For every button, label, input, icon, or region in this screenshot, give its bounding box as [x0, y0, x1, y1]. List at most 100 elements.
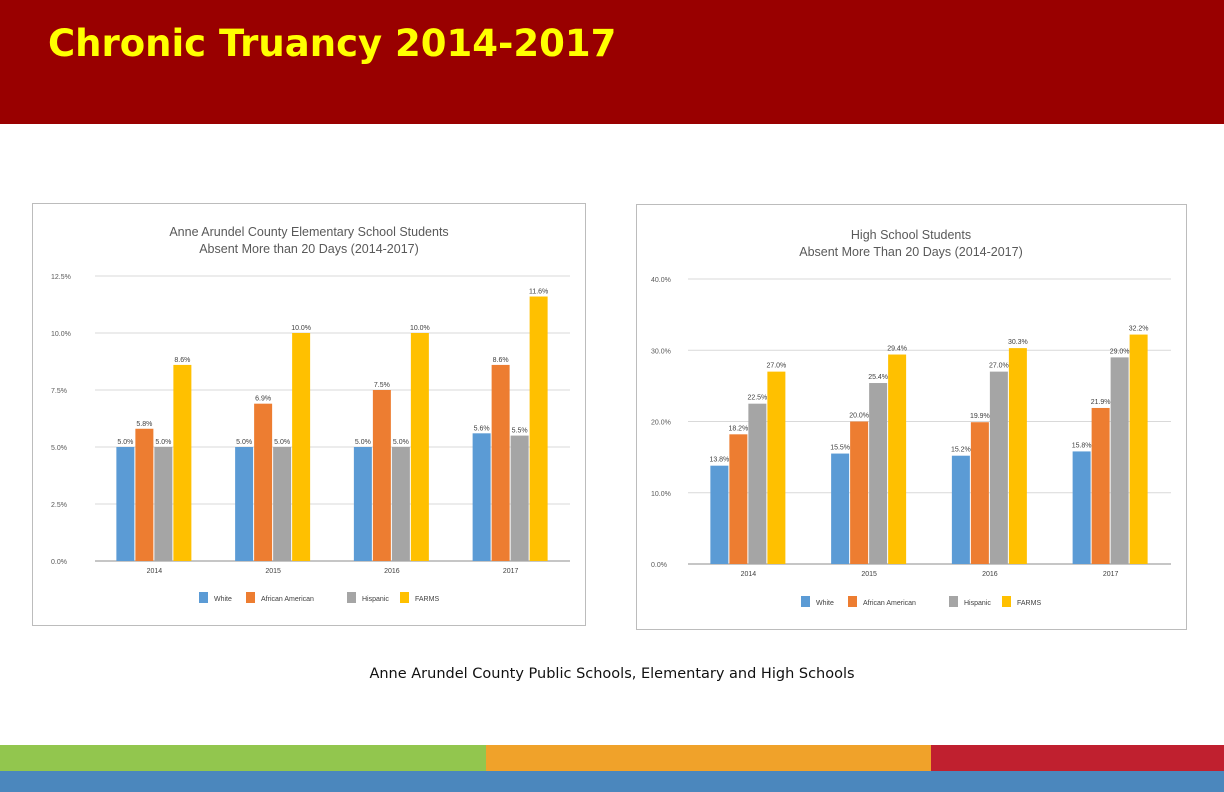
high-school-data-label: 25.4% — [868, 374, 888, 381]
high-school-data-label: 15.2% — [951, 447, 971, 454]
elementary-data-label: 11.6% — [529, 289, 548, 296]
elementary-bar — [235, 447, 254, 561]
elementary-chart: Anne Arundel County Elementary School St… — [32, 203, 586, 626]
footer-stripe-orange — [486, 745, 931, 771]
elementary-bar — [391, 447, 410, 561]
elementary-bar — [154, 447, 173, 561]
elementary-bar — [491, 364, 510, 561]
elementary-data-label: 5.0% — [117, 439, 133, 446]
elementary-data-label: 5.0% — [236, 439, 252, 446]
header-band — [0, 0, 1224, 124]
elementary-data-label: 5.8% — [136, 421, 152, 428]
high-school-data-label: 20.0% — [849, 413, 869, 420]
high-school-legend-label: White — [816, 600, 834, 607]
elementary-data-label: 5.0% — [393, 439, 409, 446]
elementary-bar — [510, 435, 529, 561]
elementary-x-tick-label: 2014 — [147, 568, 163, 575]
high-school-data-label: 18.2% — [728, 425, 748, 432]
elementary-y-tick-label: 0.0% — [51, 559, 67, 566]
high-school-data-label: 30.3% — [1008, 339, 1028, 346]
elementary-data-label: 7.5% — [374, 382, 390, 389]
elementary-bar — [173, 364, 192, 561]
elementary-legend-label: White — [214, 596, 232, 603]
elementary-y-tick-label: 5.0% — [51, 445, 67, 452]
elementary-bar — [292, 333, 311, 561]
elementary-y-tick-label: 10.0% — [51, 331, 71, 338]
high-school-data-label: 22.5% — [747, 395, 767, 402]
high-school-y-tick-label: 40.0% — [651, 277, 671, 284]
elementary-bar — [273, 447, 292, 561]
elementary-data-label: 8.6% — [493, 357, 509, 364]
high-school-legend-label: Hispanic — [964, 600, 991, 607]
high-school-bar — [850, 421, 869, 564]
high-school-x-tick-label: 2015 — [861, 571, 877, 578]
high-school-chart-svg: High School Students Absent More Than 20 … — [651, 228, 1171, 607]
elementary-data-label: 5.0% — [355, 439, 371, 446]
high-school-data-label: 21.9% — [1091, 399, 1111, 406]
high-school-chart-title-line: High School Students — [851, 228, 971, 242]
high-school-bar — [831, 453, 850, 564]
high-school-legend-swatch — [848, 596, 857, 607]
elementary-legend-swatch — [347, 592, 356, 603]
high-school-chart: High School Students Absent More Than 20 … — [636, 204, 1187, 630]
elementary-legend-label: FARMS — [415, 596, 439, 603]
high-school-data-label: 29.4% — [887, 346, 907, 353]
footer-stripe-red — [931, 745, 1224, 771]
elementary-data-label: 5.0% — [274, 439, 290, 446]
elementary-x-tick-label: 2017 — [503, 568, 519, 575]
high-school-y-tick-label: 20.0% — [651, 420, 671, 427]
elementary-x-tick-label: 2015 — [265, 568, 281, 575]
high-school-data-label: 15.8% — [1072, 442, 1092, 449]
high-school-x-tick-label: 2016 — [982, 571, 998, 578]
high-school-data-label: 19.9% — [970, 413, 990, 420]
high-school-bar — [710, 465, 729, 564]
elementary-bar — [372, 390, 391, 561]
high-school-bar — [951, 455, 970, 564]
elementary-bar — [472, 433, 491, 561]
high-school-bar — [1091, 407, 1110, 564]
elementary-legend-swatch — [199, 592, 208, 603]
high-school-bar — [970, 422, 989, 564]
high-school-y-tick-label: 10.0% — [651, 491, 671, 498]
footer-stripe-blue — [0, 771, 1224, 792]
high-school-x-tick-label: 2017 — [1103, 571, 1119, 578]
high-school-bar — [729, 434, 748, 564]
elementary-data-label: 5.5% — [512, 428, 528, 435]
high-school-bar — [1129, 334, 1148, 564]
elementary-bar — [410, 333, 429, 561]
footer-stripe-green — [0, 745, 486, 771]
elementary-data-label: 10.0% — [291, 325, 311, 332]
high-school-chart-title-line: Absent More Than 20 Days (2014-2017) — [799, 245, 1023, 259]
elementary-y-tick-label: 7.5% — [51, 388, 67, 395]
high-school-legend-label: African American — [863, 600, 916, 607]
elementary-legend-swatch — [400, 592, 409, 603]
high-school-bar — [767, 371, 786, 564]
elementary-bar — [135, 428, 154, 561]
high-school-x-tick-label: 2014 — [741, 571, 757, 578]
elementary-legend-swatch — [246, 592, 255, 603]
elementary-chart-svg: Anne Arundel County Elementary School St… — [51, 225, 570, 603]
elementary-bar — [353, 447, 372, 561]
high-school-legend-label: FARMS — [1017, 600, 1041, 607]
elementary-bar — [254, 403, 273, 561]
high-school-bar — [1072, 451, 1091, 564]
elementary-y-tick-label: 2.5% — [51, 502, 67, 509]
elementary-y-tick-label: 12.5% — [51, 274, 71, 281]
high-school-bar — [748, 403, 767, 564]
high-school-legend-swatch — [1002, 596, 1011, 607]
high-school-data-label: 13.8% — [709, 457, 729, 464]
high-school-data-label: 32.2% — [1129, 326, 1149, 333]
high-school-data-label: 15.5% — [830, 445, 850, 452]
high-school-bar — [1008, 348, 1027, 564]
elementary-x-tick-label: 2016 — [384, 568, 400, 575]
high-school-y-tick-label: 30.0% — [651, 348, 671, 355]
high-school-y-tick-label: 0.0% — [651, 562, 667, 569]
high-school-bar — [989, 371, 1008, 564]
high-school-bar — [888, 354, 907, 564]
slide-title: Chronic Truancy 2014-2017 — [48, 22, 617, 65]
elementary-data-label: 5.6% — [474, 425, 490, 432]
elementary-chart-title-line: Absent More than 20 Days (2014-2017) — [199, 242, 419, 256]
elementary-data-label: 5.0% — [155, 439, 171, 446]
elementary-data-label: 10.0% — [410, 325, 430, 332]
high-school-bar — [869, 383, 888, 564]
